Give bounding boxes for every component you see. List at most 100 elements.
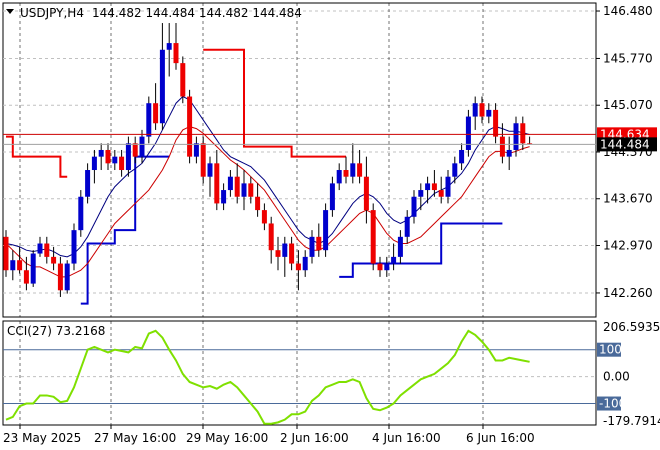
candle-bear — [51, 256, 57, 264]
candle-bull — [472, 103, 478, 117]
candle-bull — [78, 196, 84, 231]
candle-bull — [465, 116, 471, 150]
cci-level-badge — [597, 396, 621, 411]
candle-bull — [91, 156, 97, 171]
candle-bull — [404, 216, 410, 237]
candle-bear — [499, 136, 505, 157]
candle-bear — [187, 96, 193, 157]
candles — [3, 23, 533, 297]
moving-averages — [5, 95, 530, 278]
candle-bull — [125, 143, 131, 171]
stop-line-red — [6, 48, 346, 178]
candle-bull — [486, 109, 492, 117]
candle-bear — [520, 123, 526, 144]
candle-bull — [85, 170, 91, 197]
candle-bear — [3, 236, 9, 271]
candle-bear — [57, 263, 63, 291]
candle-bull — [384, 263, 390, 271]
candle-bull — [418, 190, 424, 197]
candle-bull — [309, 236, 315, 257]
candle-bull — [445, 176, 451, 197]
candle-bear — [153, 103, 159, 124]
candle-bear — [343, 170, 349, 177]
candle-bear — [23, 270, 29, 284]
candle-bear — [234, 176, 240, 197]
symbol-label: USDJPY,H4 — [20, 6, 84, 20]
current-price-badge — [597, 137, 657, 152]
candle-bear — [200, 143, 206, 177]
candle-bear — [479, 103, 485, 117]
candle-bear — [377, 263, 383, 271]
cci-line — [5, 329, 530, 425]
candle-bull — [37, 243, 43, 254]
indicator-pane — [2, 320, 597, 426]
ma-slow-line — [5, 126, 530, 278]
candle-bull — [513, 123, 519, 150]
candle-bull — [329, 183, 335, 211]
cci-tick-label: 0.00 — [603, 370, 630, 384]
candle-bull — [112, 156, 118, 164]
candle-bear — [438, 190, 444, 197]
candle-bear — [370, 210, 376, 264]
price-tick-label: 143.670 — [603, 192, 653, 206]
candle-bear — [180, 63, 186, 97]
candle-bull — [10, 260, 16, 271]
candle-bear — [357, 163, 363, 177]
time-tick-label: 23 May 2025 — [3, 431, 81, 445]
cci-tick-label: -179.7914 — [603, 414, 660, 428]
candle-bear — [44, 243, 50, 257]
candle-bull — [391, 256, 397, 264]
price-tick-label: 145.070 — [603, 98, 653, 112]
candle-bear — [248, 183, 254, 197]
candle-bull — [506, 149, 512, 157]
time-tick-label: 6 Jun 16:00 — [466, 431, 535, 445]
candle-bear — [132, 143, 138, 157]
candle-bear — [105, 149, 111, 164]
candle-bull — [166, 43, 172, 50]
candle-bull — [411, 196, 417, 217]
candle-bear — [261, 210, 267, 224]
cci-axis: 206.5935 100 0.00 -100 -179.7914 — [597, 320, 660, 428]
candle-bull — [193, 143, 199, 157]
ohlc-label: 144.482 144.484 144.482 144.484 — [92, 6, 302, 20]
price-tick-label: 145.770 — [603, 51, 653, 65]
price-tick-label: 142.970 — [603, 239, 653, 253]
cci-tick-label: -100 — [599, 397, 626, 411]
candle-bull — [227, 176, 233, 191]
candle-bear — [431, 183, 437, 191]
candle-bear — [17, 260, 23, 271]
ma-fast-line — [5, 95, 530, 258]
candle-bear — [289, 243, 295, 264]
cci-tick-label: 206.5935 — [603, 320, 660, 334]
candle-bear — [363, 176, 369, 211]
candle-bull — [139, 136, 145, 157]
time-axis: 23 May 2025 27 May 16:00 29 May 16:00 2 Jun… — [3, 425, 535, 445]
candle-bull — [302, 256, 308, 271]
candle-bear — [119, 156, 125, 171]
candle-bear — [493, 109, 499, 137]
candle-bull — [221, 190, 227, 204]
candle-bull — [71, 230, 77, 264]
candle-bear — [275, 250, 281, 257]
candle-bull — [425, 183, 431, 191]
candle-bull — [397, 236, 403, 257]
candle-bull — [350, 163, 356, 177]
candle-bull — [30, 253, 36, 284]
current-price-text: 144.484 — [600, 137, 650, 151]
grid — [3, 3, 596, 425]
candle-bear — [214, 163, 220, 204]
candle-bull — [336, 170, 342, 184]
candle-bull — [452, 163, 458, 177]
collapse-triangle-icon[interactable] — [6, 9, 14, 14]
candle-bull — [146, 103, 152, 137]
time-tick-label: 27 May 16:00 — [94, 431, 176, 445]
candle-bear — [255, 196, 261, 211]
candle-bull — [98, 149, 104, 157]
cci-level-badge — [597, 342, 621, 357]
price-axis: 146.480145.770145.070144.370143.670142.9… — [596, 4, 653, 300]
time-tick-label: 4 Jun 16:00 — [372, 431, 441, 445]
cci-indicator — [5, 329, 530, 425]
candle-bull — [282, 243, 288, 257]
candle-bear — [527, 143, 533, 145]
